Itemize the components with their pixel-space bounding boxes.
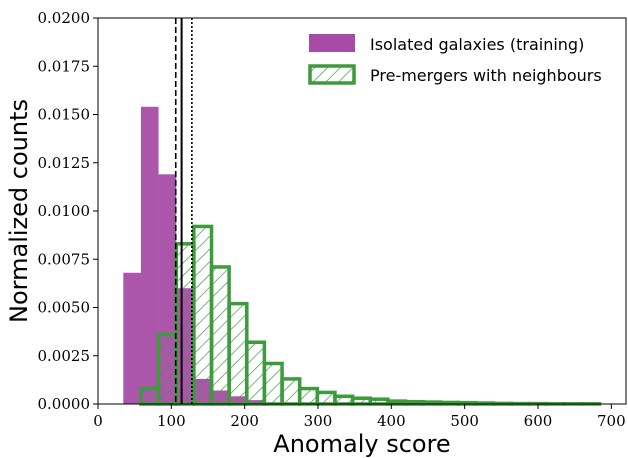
x-axis-ticks: 0 100 200 300 400 500 600 700	[93, 404, 626, 430]
y-tick-label: 0.0175	[38, 57, 91, 75]
isolated-bar-0	[123, 272, 141, 404]
pre-merger-bar-5	[227, 301, 249, 406]
pre-merger-bar-12	[350, 396, 372, 406]
legend: Isolated galaxies (training) Pre-mergers…	[308, 34, 602, 85]
x-tick-label: 0	[93, 412, 103, 430]
y-tick-label: 0.0050	[38, 299, 91, 317]
pre-merger-bar-9	[297, 386, 320, 406]
legend-label-premerger: Pre-mergers with neighbours	[370, 66, 602, 85]
y-axis-ticks: 0.0000 0.0025 0.0050 0.0075 0.0100 0.0125 0.01…	[38, 9, 98, 413]
y-tick-label: 0.0000	[38, 395, 91, 413]
pre-merger-bar-8	[280, 377, 302, 406]
pre-merger-bar-10	[315, 390, 337, 406]
legend-swatch-isolated	[309, 34, 355, 52]
x-tick-label: 200	[230, 412, 259, 430]
x-tick-label: 400	[377, 412, 406, 430]
isolated-bar-1	[140, 106, 159, 404]
pre-merger-bar-13	[368, 397, 390, 406]
y-tick-label: 0.0150	[38, 106, 91, 124]
x-tick-label: 300	[304, 412, 333, 430]
y-tick-label: 0.0100	[38, 202, 91, 220]
y-tick-label: 0.0125	[38, 154, 91, 172]
pre-merger-bar-1	[156, 332, 178, 406]
reference-lines	[174, 18, 193, 404]
y-axis-title: Normalized counts	[5, 99, 33, 323]
legend-label-isolated: Isolated galaxies (training)	[370, 35, 584, 54]
pre-merger-bar-3	[192, 224, 214, 406]
y-tick-label: 0.0075	[38, 250, 91, 268]
legend-swatch-premerger	[308, 64, 356, 85]
x-tick-label: 700	[597, 412, 626, 430]
x-tick-label: 500	[450, 412, 479, 430]
x-tick-label: 600	[524, 412, 553, 430]
x-axis-title: Anomaly score	[273, 430, 450, 458]
y-tick-label: 0.0200	[38, 9, 91, 27]
pre-merger-bar-11	[333, 394, 355, 406]
pre-mergers-bars	[139, 224, 602, 406]
pre-merger-bar-7	[262, 361, 284, 406]
x-tick-label: 100	[157, 412, 186, 430]
pre-merger-bar-6	[245, 340, 267, 406]
pre-merger-bar-4	[209, 265, 231, 406]
pre-merger-bar-0	[139, 386, 161, 406]
y-tick-label: 0.0025	[38, 347, 91, 365]
